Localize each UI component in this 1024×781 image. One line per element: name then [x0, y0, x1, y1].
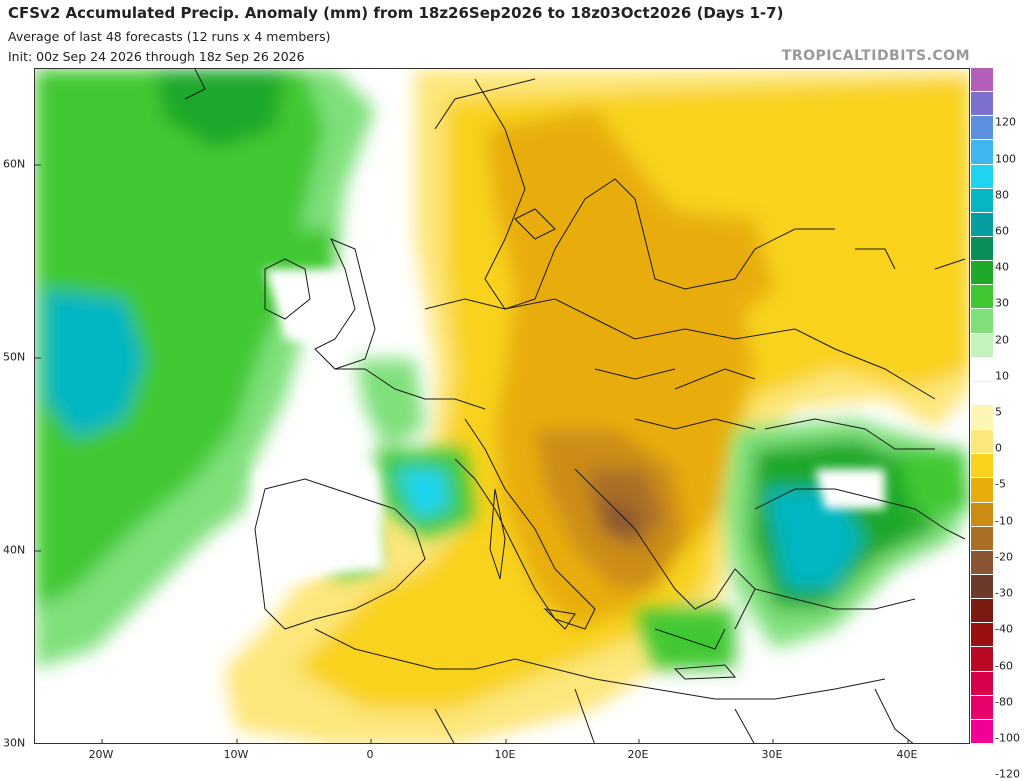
colorbar-cell [971, 502, 993, 527]
colorbar-label: 100 [995, 152, 1016, 166]
longitude-label: 20W [88, 748, 114, 761]
map-subtitle-forecast-average: Average of last 48 forecasts (12 runs x … [8, 29, 331, 44]
map-title: CFSv2 Accumulated Precip. Anomaly (mm) f… [8, 4, 784, 22]
colorbar-cell [971, 68, 993, 93]
colorbar-cell [971, 357, 993, 382]
longitude-label: 0 [366, 748, 374, 761]
longitude-label: 10E [494, 748, 516, 761]
colorbar-label: 10 [995, 369, 1009, 383]
colorbar-cell [971, 599, 993, 624]
colorbar [971, 68, 993, 744]
colorbar-cell [971, 695, 993, 720]
longitude-label: 40E [896, 748, 918, 761]
colorbar-cell [971, 406, 993, 431]
colorbar-cell [971, 261, 993, 286]
colorbar-cell [971, 381, 993, 406]
precip-anomaly-map [34, 68, 970, 744]
colorbar-label: 20 [995, 333, 1009, 347]
latitude-label: 60N [3, 157, 26, 171]
colorbar-cell [971, 140, 993, 165]
colorbar-label: 5 [995, 405, 1002, 419]
colorbar-cell [971, 164, 993, 189]
colorbar-cell [971, 526, 993, 551]
latitude-label: 30N [3, 736, 26, 750]
longitude-label: 20E [627, 748, 649, 761]
colorbar-cell [971, 478, 993, 503]
colorbar-cell [971, 647, 993, 672]
longitude-label: 30E [761, 748, 783, 761]
colorbar-label: -40 [995, 622, 1013, 636]
colorbar-label: 30 [995, 296, 1009, 310]
colorbar-cell [971, 575, 993, 600]
colorbar-cell [971, 550, 993, 575]
colorbar-cell [971, 285, 993, 310]
colorbar-cell [971, 430, 993, 455]
colorbar-cell [971, 454, 993, 479]
dry-anomaly-layer [225, 69, 969, 743]
latitude-label: 40N [3, 543, 26, 557]
colorbar-label: -120 [995, 767, 1020, 781]
colorbar-label: 60 [995, 224, 1009, 238]
colorbar-label: 40 [995, 260, 1009, 274]
colorbar-label: -100 [995, 731, 1020, 745]
colorbar-label: -80 [995, 695, 1013, 709]
colorbar-cell [971, 92, 993, 117]
graticule-ticks [35, 164, 909, 743]
colorbar-label: 80 [995, 188, 1009, 202]
colorbar-label: 0 [995, 441, 1002, 455]
colorbar-cell [971, 188, 993, 213]
colorbar-cell [971, 671, 993, 696]
neutral-anomaly-layer [255, 269, 969, 743]
colorbar-label: 120 [995, 115, 1016, 129]
watermark: TROPICALTIDBITS.COM [781, 48, 970, 64]
colorbar-cell [971, 623, 993, 648]
colorbar-cell [971, 212, 993, 237]
colorbar-label: -5 [995, 477, 1006, 491]
longitude-label: 10W [223, 748, 249, 761]
colorbar-label: -20 [995, 550, 1013, 564]
coastlines-and-borders [184, 69, 966, 743]
colorbar-cell [971, 237, 993, 262]
colorbar-cell [971, 116, 993, 141]
colorbar-cell [971, 719, 993, 744]
colorbar-label: -10 [995, 514, 1013, 528]
map-subtitle-init-time: Init: 00z Sep 24 2026 through 18z Sep 26… [8, 49, 305, 64]
latitude-label: 50N [3, 350, 26, 364]
colorbar-cell [971, 309, 993, 334]
colorbar-cell [971, 333, 993, 358]
colorbar-label: -30 [995, 586, 1013, 600]
colorbar-label: -60 [995, 659, 1013, 673]
wet-anomaly-layer [35, 69, 969, 669]
